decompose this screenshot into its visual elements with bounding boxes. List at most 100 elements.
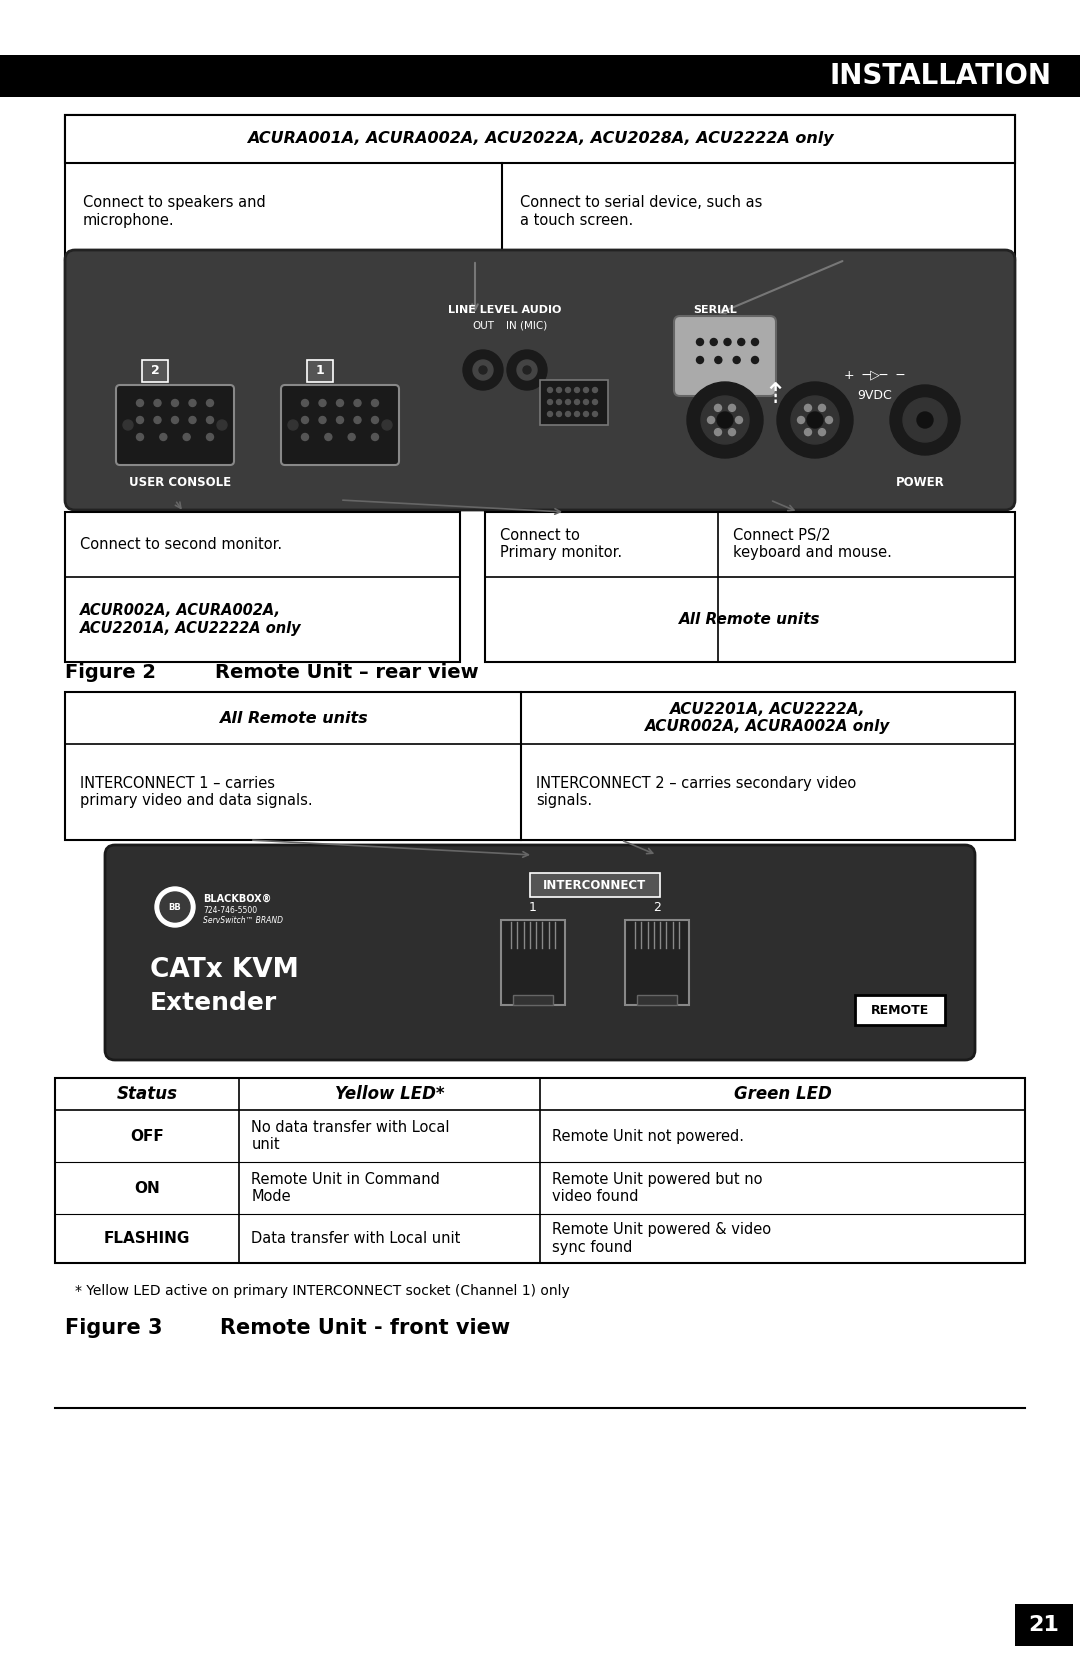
- Text: All Remote units: All Remote units: [218, 711, 367, 726]
- Circle shape: [735, 417, 743, 424]
- Circle shape: [354, 399, 361, 407]
- Circle shape: [701, 396, 750, 444]
- Circle shape: [156, 886, 195, 926]
- Bar: [540, 381, 608, 426]
- Circle shape: [206, 399, 214, 407]
- Circle shape: [805, 429, 811, 436]
- Circle shape: [517, 361, 537, 381]
- FancyBboxPatch shape: [65, 250, 1015, 511]
- Circle shape: [154, 417, 161, 424]
- Bar: [485, 512, 1015, 663]
- Bar: [0, 55, 1080, 97]
- Text: 1: 1: [315, 364, 324, 377]
- Circle shape: [319, 417, 326, 424]
- Circle shape: [548, 387, 553, 392]
- Text: Connect to second monitor.: Connect to second monitor.: [80, 536, 282, 551]
- Circle shape: [372, 417, 378, 424]
- Circle shape: [807, 412, 823, 427]
- Circle shape: [337, 417, 343, 424]
- Text: Remote Unit powered & video
sync found: Remote Unit powered & video sync found: [552, 1222, 771, 1255]
- Bar: [501, 920, 565, 1005]
- Circle shape: [566, 399, 570, 404]
- Circle shape: [172, 417, 178, 424]
- Text: 21: 21: [1028, 1616, 1059, 1636]
- Circle shape: [348, 434, 355, 441]
- Text: ACU2201A, ACU2222A,
ACUR002A, ACURA002A only: ACU2201A, ACU2222A, ACUR002A, ACURA002A …: [646, 701, 891, 734]
- Text: INSTALLATION: INSTALLATION: [831, 62, 1052, 90]
- Text: ACURA001A, ACURA002A, ACU2022A, ACU2028A, ACU2222A only: ACURA001A, ACURA002A, ACU2022A, ACU2028A…: [246, 132, 834, 147]
- Circle shape: [160, 434, 166, 441]
- Circle shape: [507, 350, 546, 391]
- Text: REMOTE: REMOTE: [870, 1003, 929, 1016]
- Circle shape: [797, 417, 805, 424]
- Text: Status: Status: [117, 1085, 177, 1103]
- Text: Remote Unit not powered.: Remote Unit not powered.: [552, 1128, 744, 1143]
- Circle shape: [556, 412, 562, 417]
- Circle shape: [738, 339, 745, 345]
- Circle shape: [372, 434, 378, 441]
- Text: INTERCONNECT: INTERCONNECT: [543, 878, 647, 891]
- Text: ACUR002A, ACURA002A,
ACU2201A, ACU2222A only: ACUR002A, ACURA002A, ACU2201A, ACU2222A …: [80, 603, 301, 636]
- Text: USER CONSOLE: USER CONSOLE: [129, 476, 231, 489]
- Text: CATx KVM: CATx KVM: [150, 956, 299, 983]
- Circle shape: [189, 399, 195, 407]
- Circle shape: [325, 434, 332, 441]
- Text: * Yellow LED active on primary INTERCONNECT socket (Channel 1) only: * Yellow LED active on primary INTERCONN…: [75, 1283, 570, 1298]
- Circle shape: [819, 404, 825, 411]
- Text: FLASHING: FLASHING: [104, 1232, 190, 1247]
- Bar: [65, 115, 1015, 164]
- Circle shape: [890, 386, 960, 456]
- Bar: [637, 995, 677, 1005]
- Bar: [530, 873, 660, 896]
- Text: Figure 2: Figure 2: [65, 663, 156, 681]
- Bar: [141, 361, 168, 382]
- FancyBboxPatch shape: [116, 386, 234, 466]
- Text: 724-746-5500: 724-746-5500: [203, 906, 257, 915]
- Bar: [65, 115, 1015, 260]
- Circle shape: [123, 421, 133, 431]
- Text: Connect to
Primary monitor.: Connect to Primary monitor.: [500, 527, 622, 561]
- Circle shape: [136, 399, 144, 407]
- Circle shape: [575, 387, 580, 392]
- Bar: [513, 995, 553, 1005]
- Circle shape: [556, 399, 562, 404]
- Circle shape: [752, 357, 758, 364]
- Circle shape: [160, 891, 190, 921]
- Circle shape: [154, 399, 161, 407]
- Text: Remote Unit powered but no
video found: Remote Unit powered but no video found: [552, 1172, 762, 1205]
- Circle shape: [791, 396, 839, 444]
- FancyBboxPatch shape: [281, 386, 399, 466]
- Bar: [855, 995, 945, 1025]
- Text: 2: 2: [150, 364, 160, 377]
- Circle shape: [480, 366, 487, 374]
- Bar: [65, 693, 1015, 840]
- Circle shape: [548, 399, 553, 404]
- Circle shape: [583, 387, 589, 392]
- Circle shape: [548, 412, 553, 417]
- Circle shape: [172, 399, 178, 407]
- Circle shape: [825, 417, 833, 424]
- Circle shape: [556, 387, 562, 392]
- Circle shape: [697, 357, 703, 364]
- Circle shape: [184, 434, 190, 441]
- Circle shape: [717, 412, 733, 427]
- Circle shape: [189, 417, 195, 424]
- Circle shape: [473, 361, 492, 381]
- Text: Green LED: Green LED: [733, 1085, 832, 1103]
- Circle shape: [819, 429, 825, 436]
- Text: No data transfer with Local
unit: No data transfer with Local unit: [252, 1120, 449, 1152]
- Circle shape: [777, 382, 853, 457]
- Circle shape: [715, 357, 721, 364]
- Circle shape: [715, 404, 721, 411]
- Circle shape: [354, 417, 361, 424]
- Circle shape: [319, 399, 326, 407]
- Circle shape: [206, 417, 214, 424]
- Bar: [1015, 1604, 1074, 1646]
- Bar: [307, 361, 333, 382]
- Circle shape: [697, 339, 703, 345]
- Circle shape: [301, 399, 309, 407]
- Circle shape: [729, 429, 735, 436]
- Circle shape: [733, 357, 740, 364]
- Text: 2: 2: [653, 901, 661, 913]
- Circle shape: [575, 399, 580, 404]
